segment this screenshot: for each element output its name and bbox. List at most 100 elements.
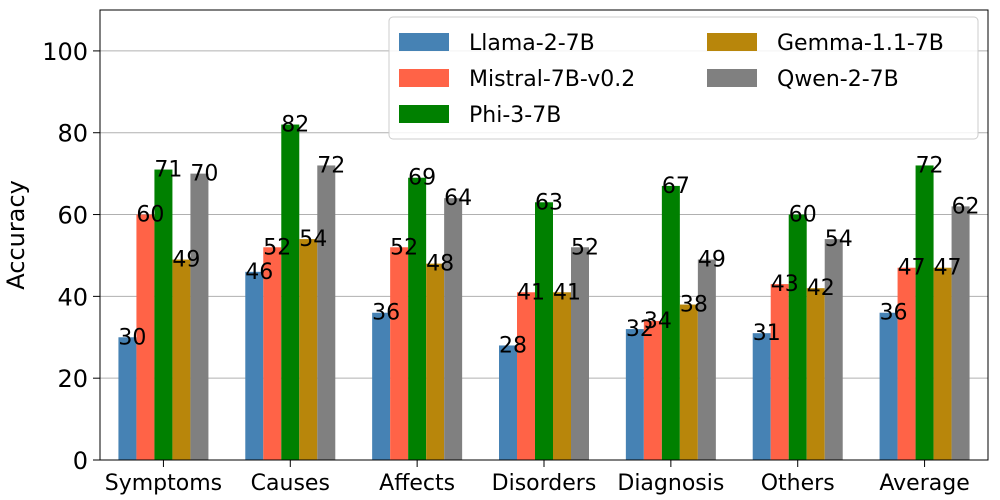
legend-label: Llama-2-7B xyxy=(469,31,595,56)
bar xyxy=(788,214,807,460)
bar xyxy=(625,329,644,460)
bar xyxy=(136,214,155,460)
x-tick-label: Others xyxy=(761,471,835,496)
data-label: 52 xyxy=(263,235,291,260)
y-tick-label: 0 xyxy=(73,447,88,475)
bar xyxy=(154,169,173,460)
bar xyxy=(426,263,445,460)
data-label: 67 xyxy=(662,174,690,199)
data-label: 54 xyxy=(299,227,327,252)
bar xyxy=(915,165,934,461)
data-label: 36 xyxy=(880,301,908,326)
data-label: 60 xyxy=(136,203,164,228)
legend-label: Mistral-7B-v0.2 xyxy=(469,67,635,92)
bar xyxy=(806,288,825,460)
bar xyxy=(390,247,409,460)
y-tick-label: 40 xyxy=(57,283,88,311)
bar xyxy=(535,202,553,461)
bar xyxy=(408,177,427,460)
plot-frame xyxy=(99,9,989,461)
bar xyxy=(499,345,517,460)
bar xyxy=(933,267,952,460)
data-label: 43 xyxy=(771,272,799,297)
y-tick-label: 60 xyxy=(57,202,88,230)
bar xyxy=(824,239,843,460)
bar xyxy=(770,284,789,460)
data-label: 47 xyxy=(898,256,926,281)
x-tick-label: Symptoms xyxy=(105,471,222,496)
data-label: 36 xyxy=(372,301,400,326)
data-label: 52 xyxy=(571,235,599,260)
bar xyxy=(697,259,716,460)
x-tick-label: Affects xyxy=(379,471,455,496)
data-label: 32 xyxy=(626,317,654,342)
data-label: 72 xyxy=(916,153,944,178)
data-labels-layer: 3060714970465282547236526948642841634152… xyxy=(118,113,979,359)
data-label: 31 xyxy=(753,321,781,346)
y-tick-label: 20 xyxy=(57,365,88,393)
bar xyxy=(951,206,970,460)
y-axis-title: Accuracy xyxy=(2,180,30,290)
bar xyxy=(897,267,916,460)
data-label: 71 xyxy=(154,158,182,183)
data-label: 63 xyxy=(535,190,563,215)
data-label: 70 xyxy=(190,162,218,187)
legend-label: Phi-3-7B xyxy=(469,103,561,128)
bar xyxy=(281,124,300,460)
axes-layer: 0 20 40 60 80 100 Symptoms Causes Affects Disorde… xyxy=(42,9,989,496)
bar xyxy=(679,304,698,460)
data-label: 52 xyxy=(390,235,418,260)
bar xyxy=(172,259,191,460)
legend-label: Gemma-1.1-7B xyxy=(777,31,944,56)
legend-box xyxy=(388,16,979,140)
data-label: 28 xyxy=(499,333,527,358)
bar xyxy=(317,165,336,461)
data-label: 64 xyxy=(444,186,472,211)
bar xyxy=(299,239,318,460)
data-label: 49 xyxy=(698,248,726,273)
data-label: 49 xyxy=(172,248,200,273)
legend: Llama-2-7B Mistral-7B-v0.2 Phi-3-7B Gemma-1… xyxy=(388,16,979,140)
data-label: 38 xyxy=(680,293,708,318)
bar xyxy=(571,247,589,460)
bars-layer xyxy=(118,124,970,461)
data-label: 82 xyxy=(281,113,309,138)
bar xyxy=(517,292,535,460)
legend-swatch xyxy=(707,33,757,51)
data-label: 41 xyxy=(553,280,581,305)
data-label: 42 xyxy=(807,276,835,301)
data-label: 46 xyxy=(245,260,273,285)
y-tick-label: 100 xyxy=(42,38,88,66)
legend-swatch xyxy=(399,69,449,87)
data-label: 60 xyxy=(789,203,817,228)
data-label: 54 xyxy=(825,227,853,252)
data-label: 34 xyxy=(644,309,672,334)
bar xyxy=(444,198,463,460)
legend-swatch xyxy=(707,69,757,87)
bar xyxy=(190,173,209,461)
bar xyxy=(245,271,264,460)
bar xyxy=(661,185,680,460)
y-tick-label: 80 xyxy=(57,120,88,148)
data-label: 48 xyxy=(426,252,454,277)
legend-swatch xyxy=(399,105,449,123)
legend-swatch xyxy=(399,33,449,51)
x-tick-label: Disorders xyxy=(492,471,597,496)
data-label: 72 xyxy=(317,153,345,178)
x-tick-label: Causes xyxy=(251,471,330,496)
x-tick-label: Average xyxy=(879,471,969,496)
bar xyxy=(553,292,571,460)
x-tick-label: Diagnosis xyxy=(617,471,724,496)
bar xyxy=(372,312,391,460)
data-label: 62 xyxy=(952,194,980,219)
bar xyxy=(118,337,137,460)
data-label: 69 xyxy=(408,166,436,191)
data-label: 47 xyxy=(934,256,962,281)
data-label: 41 xyxy=(517,280,545,305)
legend-label: Qwen-2-7B xyxy=(777,67,899,92)
bar xyxy=(879,312,898,460)
data-label: 30 xyxy=(118,325,146,350)
bar xyxy=(752,333,771,460)
